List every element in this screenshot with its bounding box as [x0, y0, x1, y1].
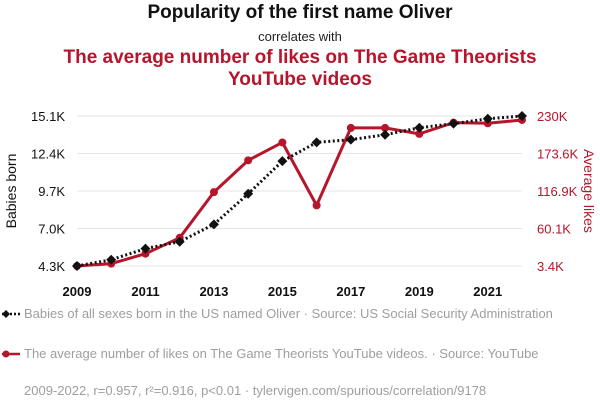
legend-marker-series1: [2, 310, 20, 318]
chart-subtitle: correlates with: [258, 29, 342, 44]
point-babies-born-2012: [174, 236, 185, 247]
left-axis-label: Babies born: [3, 154, 19, 229]
point-babies-born-2013: [208, 219, 219, 230]
legend-marker-series2: [2, 350, 20, 358]
x-tick-label-2021: 2021: [473, 284, 502, 299]
right-tick-label-3: 60.1K: [537, 222, 571, 237]
point-average-likes-2014: [244, 156, 253, 165]
left-tick-label-1: 12.4K: [31, 147, 65, 162]
point-babies-born-2015: [277, 156, 288, 167]
point-average-likes-2017: [346, 123, 355, 132]
right-tick-label-2: 116.9K: [537, 184, 578, 199]
series-line-average-likes: [76, 118, 523, 268]
x-tick-label-2013: 2013: [199, 284, 228, 299]
legend-label-series1: Babies of all sexes born in the US named…: [24, 306, 553, 321]
footer-note: 2009-2022, r=0.957, r²=0.916, p<0.01 · t…: [24, 383, 487, 398]
chart-title-secondary: The average number of likes on The Game …: [63, 47, 537, 90]
point-average-likes-2019: [415, 129, 424, 138]
point-babies-born-2017: [345, 134, 356, 145]
point-average-likes-2018: [381, 123, 390, 132]
series-line-babies-born: [76, 114, 523, 268]
x-tick-label-2017: 2017: [336, 284, 365, 299]
point-babies-born-2020: [448, 118, 459, 129]
point-average-likes-2013: [209, 188, 218, 197]
chart-title: Popularity of the first name Oliver: [147, 2, 453, 23]
point-babies-born-2019: [414, 122, 425, 133]
left-tick-label-2: 9.7K: [38, 184, 65, 199]
point-babies-born-2022: [517, 111, 527, 121]
left-tick-label-0: 15.1K: [31, 109, 65, 124]
point-babies-born-2018: [380, 129, 391, 140]
point-babies-born-2021: [482, 113, 493, 124]
right-axis-label: Average likes: [581, 149, 597, 233]
right-tick-label-0: 230K: [537, 109, 568, 124]
point-babies-born-2011: [140, 243, 151, 254]
x-tick-label-2011: 2011: [131, 284, 159, 299]
point-babies-born-2010: [106, 254, 117, 265]
point-average-likes-2015: [278, 138, 287, 147]
x-tick-label-2019: 2019: [405, 284, 434, 299]
x-tick-label-2015: 2015: [268, 284, 297, 299]
point-average-likes-2016: [312, 201, 321, 210]
right-tick-label-4: 3.4K: [537, 259, 564, 274]
point-babies-born-2016: [311, 137, 322, 148]
x-tick-label-2009: 2009: [63, 284, 92, 299]
right-tick-label-1: 173.6K: [537, 147, 579, 162]
point-babies-born-2014: [243, 188, 254, 199]
point-average-likes-2011: [141, 249, 150, 258]
left-tick-label-4: 4.3K: [38, 259, 65, 274]
point-babies-born-2009: [72, 261, 82, 271]
legend-label-series2: The average number of likes on The Game …: [24, 346, 539, 361]
left-tick-label-3: 7.0K: [38, 222, 65, 237]
